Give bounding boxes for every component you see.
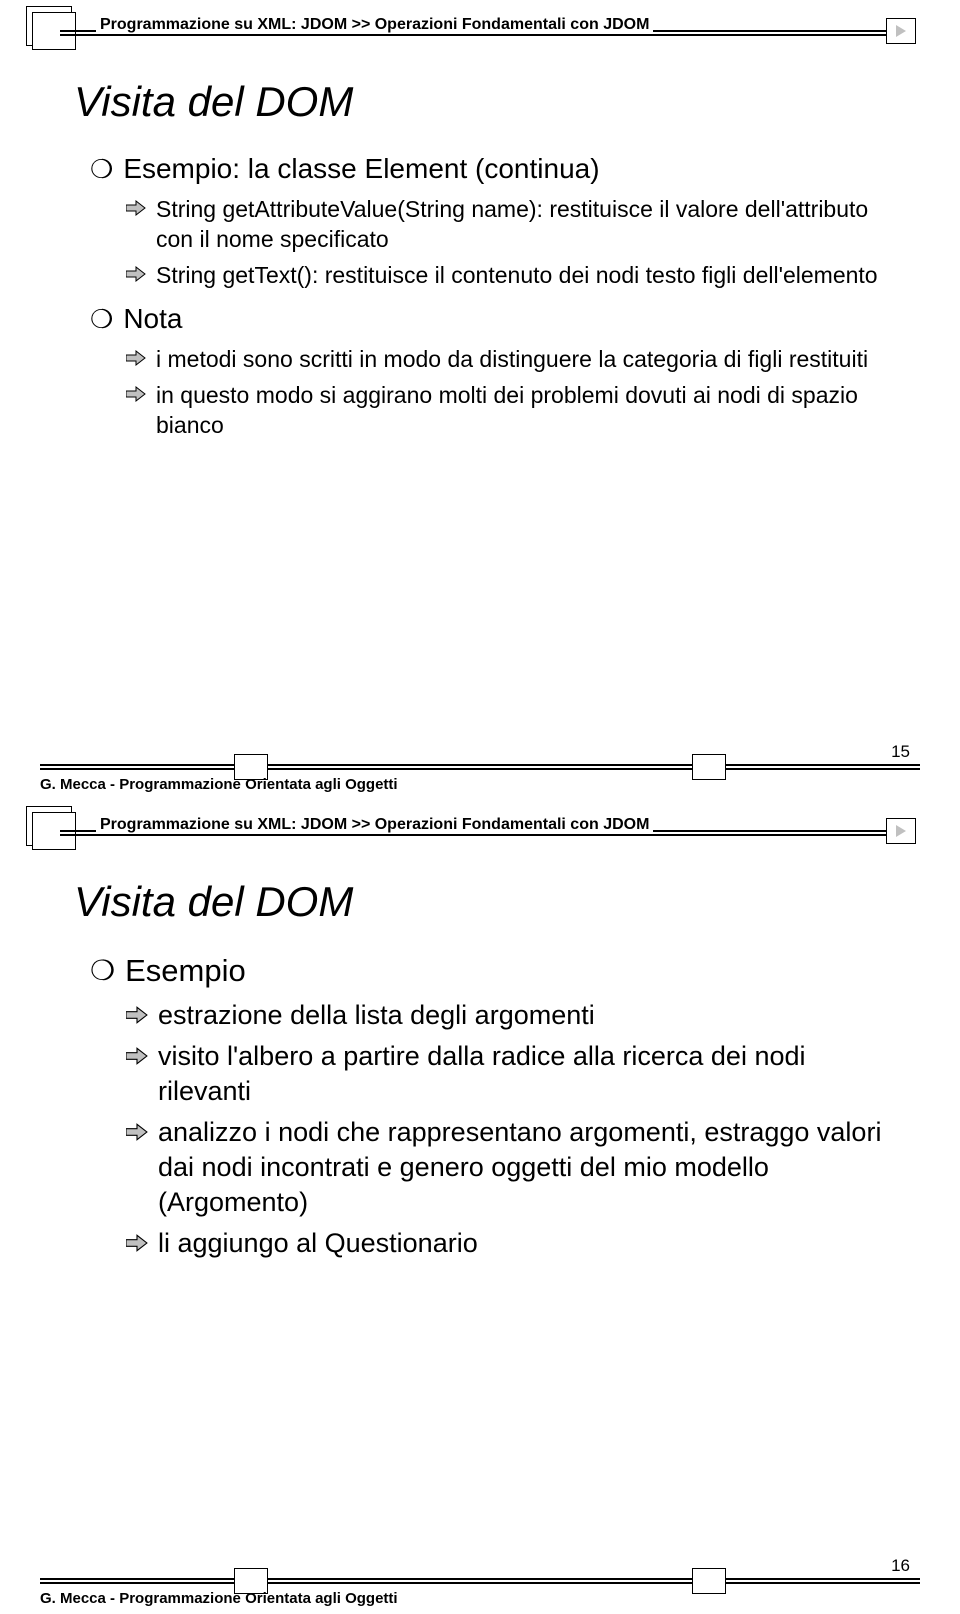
bullet-level2: estrazione della lista degli argomenti <box>126 998 900 1033</box>
arrow-right-icon <box>126 1047 148 1065</box>
bullet-level1: ❍ Nota <box>90 302 900 336</box>
arrow-right-icon <box>126 386 146 402</box>
bullet-text: Esempio: la classe Element (continua) <box>123 152 599 186</box>
bullet-level1: ❍ Esempio: la classe Element (continua) <box>90 152 900 186</box>
slide-16: Programmazione su XML: JDOM >> Operazion… <box>0 800 960 1614</box>
footer-ornament-right <box>692 754 726 780</box>
bullet-level2: in questo modo si aggirano molti dei pro… <box>126 380 900 440</box>
bullet-text: Esempio <box>125 952 246 990</box>
triangle-right-icon <box>896 825 906 837</box>
bullet-text: analizzo i nodi che rappresentano argome… <box>158 1115 900 1220</box>
arrow-right-icon <box>126 266 146 282</box>
bullet-text: visito l'albero a partire dalla radice a… <box>158 1039 900 1109</box>
bullet-level2: li aggiungo al Questionario <box>126 1226 900 1261</box>
page-number: 15 <box>887 742 914 762</box>
bullet-level2: analizzo i nodi che rappresentano argome… <box>126 1115 900 1220</box>
header-ornament-right <box>886 818 916 844</box>
bullet-text: li aggiungo al Questionario <box>158 1226 478 1261</box>
bullet-text: Nota <box>123 302 182 336</box>
breadcrumb: Programmazione su XML: JDOM >> Operazion… <box>96 816 653 834</box>
slide-content: ❍ Esempio: la classe Element (continua) … <box>90 152 900 440</box>
footer-ornament-right <box>692 1568 726 1594</box>
bullet-level2: String getText(): restituisce il contenu… <box>126 260 900 290</box>
footer-text: G. Mecca - Programmazione Orientata agli… <box>40 776 398 793</box>
header-bar: Programmazione su XML: JDOM >> Operazion… <box>60 830 910 836</box>
page-number: 16 <box>887 1556 914 1576</box>
arrow-right-icon <box>126 350 146 366</box>
footer-line <box>40 1578 920 1584</box>
disc-icon: ❍ <box>90 952 115 990</box>
slide-content: ❍ Esempio estrazione della lista degli a… <box>90 952 900 1261</box>
bullet-text: String getAttributeValue(String name): r… <box>156 194 900 254</box>
footer-line <box>40 764 920 770</box>
bullet-level2: visito l'albero a partire dalla radice a… <box>126 1039 900 1109</box>
slide-title: Visita del DOM <box>74 78 920 126</box>
bullet-text: estrazione della lista degli argomenti <box>158 998 595 1033</box>
bullet-text: i metodi sono scritti in modo da disting… <box>156 344 868 374</box>
bullet-level1: ❍ Esempio <box>90 952 900 990</box>
bullet-level2: String getAttributeValue(String name): r… <box>126 194 900 254</box>
slide-title: Visita del DOM <box>74 878 920 926</box>
triangle-right-icon <box>896 25 906 37</box>
header-ornament-right <box>886 18 916 44</box>
arrow-right-icon <box>126 200 146 216</box>
bullet-level2: i metodi sono scritti in modo da disting… <box>126 344 900 374</box>
arrow-right-icon <box>126 1006 148 1024</box>
footer-bar: 15 G. Mecca - Programmazione Orientata a… <box>40 764 920 770</box>
disc-icon: ❍ <box>90 302 113 336</box>
bullet-text: String getText(): restituisce il contenu… <box>156 260 878 290</box>
bullet-text: in questo modo si aggirano molti dei pro… <box>156 380 900 440</box>
disc-icon: ❍ <box>90 152 113 186</box>
footer-bar: 16 G. Mecca - Programmazione Orientata a… <box>40 1578 920 1584</box>
breadcrumb: Programmazione su XML: JDOM >> Operazion… <box>96 16 653 34</box>
slide-15: Programmazione su XML: JDOM >> Operazion… <box>0 0 960 800</box>
header-bar: Programmazione su XML: JDOM >> Operazion… <box>60 30 910 36</box>
arrow-right-icon <box>126 1123 148 1141</box>
footer-text: G. Mecca - Programmazione Orientata agli… <box>40 1590 398 1607</box>
arrow-right-icon <box>126 1234 148 1252</box>
